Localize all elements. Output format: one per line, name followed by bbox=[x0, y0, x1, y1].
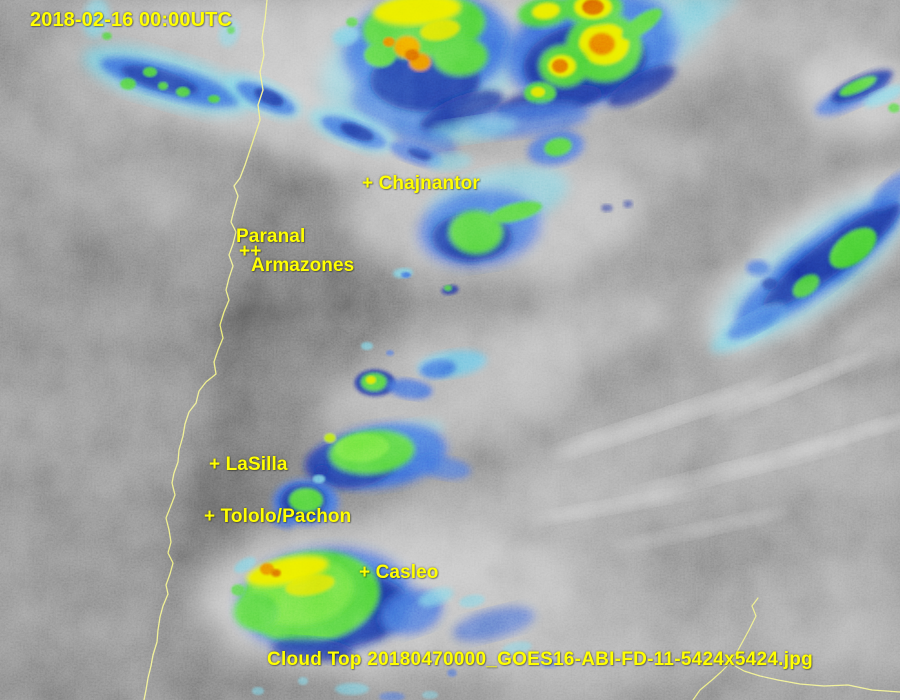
site-label-lasilla: + LaSilla bbox=[209, 454, 288, 475]
timestamp-label: 2018-02-16 00:00UTC bbox=[30, 9, 233, 31]
site-label-paranal: Paranal bbox=[236, 226, 306, 247]
site-markers-paranal-armazones: ++ bbox=[239, 241, 262, 262]
site-label-casleo: + Casleo bbox=[359, 562, 439, 583]
site-label-chajnantor: + Chajnantor bbox=[362, 173, 480, 194]
site-label-tololo-pachon: + Tololo/Pachon bbox=[204, 506, 352, 527]
filename-caption: Cloud Top 20180470000_GOES16-ABI-FD-11-5… bbox=[267, 649, 813, 670]
site-label-armazones: Armazones bbox=[251, 255, 355, 276]
